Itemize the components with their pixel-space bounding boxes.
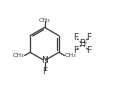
Text: F: F bbox=[86, 33, 91, 42]
Text: F: F bbox=[74, 46, 79, 55]
Text: B: B bbox=[79, 40, 86, 48]
Text: N: N bbox=[41, 56, 48, 65]
Text: −: − bbox=[82, 40, 87, 45]
Text: CH₃: CH₃ bbox=[39, 18, 50, 23]
Text: F: F bbox=[42, 67, 47, 76]
Text: CH₃: CH₃ bbox=[65, 53, 77, 58]
Text: CH₃: CH₃ bbox=[12, 53, 24, 58]
Text: +: + bbox=[44, 56, 49, 61]
Text: F: F bbox=[86, 46, 91, 55]
Text: F: F bbox=[74, 33, 79, 42]
